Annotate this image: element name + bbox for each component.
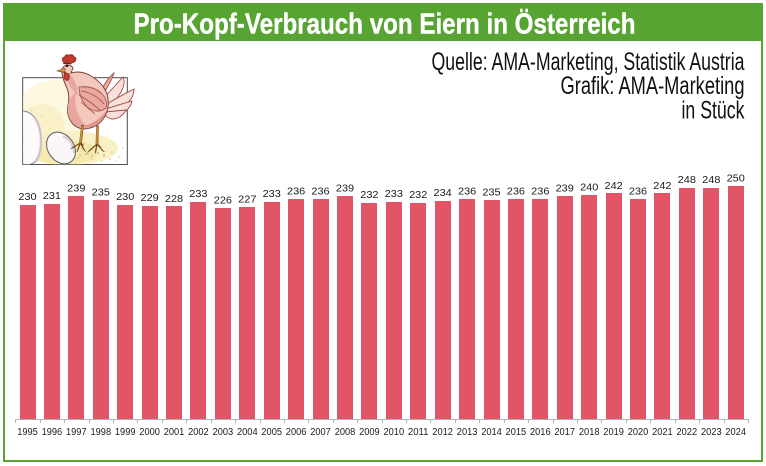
svg-text:in Stück: in Stück [682, 96, 745, 124]
svg-text:248: 248 [702, 175, 721, 186]
svg-text:2024: 2024 [725, 427, 746, 438]
svg-text:2023: 2023 [701, 427, 722, 438]
svg-text:1995: 1995 [17, 427, 38, 438]
svg-text:250: 250 [727, 173, 746, 184]
svg-text:230: 230 [116, 192, 135, 203]
svg-text:2004: 2004 [237, 427, 258, 438]
svg-text:236: 236 [507, 186, 526, 197]
svg-text:2009: 2009 [359, 427, 380, 438]
svg-text:2001: 2001 [164, 427, 185, 438]
svg-text:228: 228 [165, 194, 184, 205]
svg-text:2012: 2012 [432, 427, 453, 438]
svg-text:232: 232 [360, 190, 379, 201]
svg-text:227: 227 [238, 195, 257, 206]
svg-text:2007: 2007 [310, 427, 331, 438]
svg-text:1999: 1999 [115, 427, 136, 438]
svg-text:2008: 2008 [335, 427, 356, 438]
svg-text:2020: 2020 [628, 427, 649, 438]
svg-text:230: 230 [18, 192, 37, 203]
svg-text:236: 236 [458, 186, 477, 197]
svg-text:2003: 2003 [213, 427, 234, 438]
svg-text:2011: 2011 [408, 427, 429, 438]
svg-text:242: 242 [605, 181, 624, 192]
svg-text:1998: 1998 [91, 427, 112, 438]
svg-text:236: 236 [311, 186, 330, 197]
svg-text:236: 236 [629, 186, 648, 197]
svg-text:248: 248 [678, 175, 697, 186]
svg-text:2014: 2014 [481, 427, 502, 438]
svg-text:2002: 2002 [188, 427, 209, 438]
svg-text:2000: 2000 [139, 427, 160, 438]
svg-text:233: 233 [385, 189, 404, 200]
svg-text:2010: 2010 [384, 427, 405, 438]
svg-text:226: 226 [214, 196, 233, 207]
svg-text:1996: 1996 [42, 427, 63, 438]
svg-text:231: 231 [43, 191, 62, 202]
svg-text:239: 239 [556, 184, 575, 195]
svg-text:2019: 2019 [603, 427, 624, 438]
svg-text:234: 234 [434, 188, 453, 199]
svg-text:2005: 2005 [261, 427, 282, 438]
svg-text:229: 229 [141, 193, 160, 204]
svg-text:233: 233 [189, 189, 208, 200]
svg-text:2017: 2017 [554, 427, 575, 438]
svg-text:2006: 2006 [286, 427, 307, 438]
svg-text:239: 239 [336, 184, 355, 195]
svg-text:2016: 2016 [530, 427, 551, 438]
svg-text:2022: 2022 [677, 427, 698, 438]
svg-text:1997: 1997 [66, 427, 87, 438]
svg-text:235: 235 [482, 187, 501, 198]
svg-text:Quelle: AMA-Marketing, Statist: Quelle: AMA-Marketing, Statistik Austria [432, 48, 745, 76]
svg-text:240: 240 [580, 183, 599, 194]
svg-text:2013: 2013 [457, 427, 478, 438]
svg-text:2015: 2015 [506, 427, 527, 438]
svg-text:Pro-Kopf-Verbrauch von Eiern i: Pro-Kopf-Verbrauch von Eiern in Österrei… [134, 7, 636, 40]
svg-text:2018: 2018 [579, 427, 600, 438]
svg-text:242: 242 [653, 181, 672, 192]
svg-text:236: 236 [531, 186, 550, 197]
svg-text:239: 239 [67, 184, 86, 195]
svg-text:235: 235 [92, 187, 111, 198]
svg-text:Grafik: AMA-Marketing: Grafik: AMA-Marketing [561, 72, 745, 100]
svg-text:232: 232 [409, 190, 428, 201]
svg-text:2021: 2021 [652, 427, 673, 438]
svg-text:233: 233 [263, 189, 282, 200]
svg-text:236: 236 [287, 186, 306, 197]
